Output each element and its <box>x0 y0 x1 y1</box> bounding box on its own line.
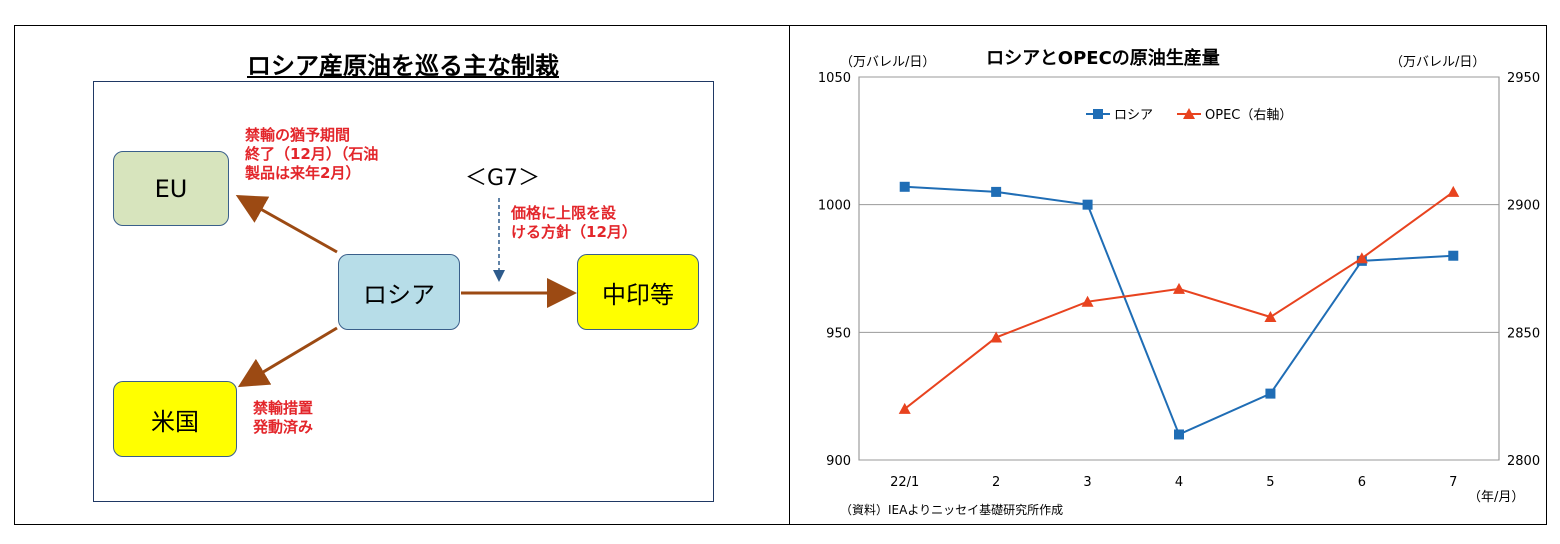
data-point <box>1082 199 1093 210</box>
data-point <box>898 402 911 414</box>
g7-label: ＜G7＞ <box>465 166 541 191</box>
x-tick-label: 4 <box>1175 475 1183 490</box>
x-tick-label: 5 <box>1266 475 1274 490</box>
eu-note: 禁輸の猶予期間 終了（12月）（石油 製品は来年2月） <box>245 126 379 182</box>
node-china-india: 中印等 <box>577 254 699 330</box>
y-right-tick-label: 2900 <box>1507 199 1540 214</box>
x-tick-label: 6 <box>1358 475 1366 490</box>
data-point <box>1265 388 1276 399</box>
y-right-tick-label: 2850 <box>1507 326 1540 341</box>
left-axis-unit: （万バレル/日） <box>840 55 935 70</box>
production-chart: ロシアとOPECの原油生産量 （万バレル/日） （万バレル/日） （年/月） （… <box>818 47 1540 517</box>
right-axis-unit: （万バレル/日） <box>1390 55 1485 70</box>
legend-label: OPEC（右軸） <box>1205 108 1292 123</box>
node-usa: 米国 <box>113 381 237 457</box>
arrow-to-eu <box>235 195 338 254</box>
data-point <box>899 181 910 192</box>
data-point <box>1447 185 1460 197</box>
y-left-tick-label: 1000 <box>818 199 851 214</box>
production-chart-panel: ロシアとOPECの原油生産量 （万バレル/日） （万バレル/日） （年/月） （… <box>789 25 1547 525</box>
data-point <box>1448 250 1459 261</box>
data-point <box>1174 429 1184 440</box>
usa-note: 禁輸措置 発動済み <box>253 399 314 436</box>
arrow-to-usa <box>237 326 338 388</box>
diagram-title: ロシア産原油を巡る主な制裁 <box>247 52 559 80</box>
legend-marker <box>1183 108 1195 119</box>
chart-title: ロシアとOPECの原油生産量 <box>986 47 1220 69</box>
legend-label: ロシア <box>1114 108 1153 123</box>
data-point <box>1264 311 1277 323</box>
data-point <box>990 331 1003 343</box>
y-right-tick-label: 2950 <box>1507 71 1540 86</box>
y-left-tick-label: 1050 <box>818 71 851 86</box>
data-point <box>1355 252 1368 264</box>
x-tick-label: 3 <box>1083 475 1091 490</box>
x-tick-label: 22/1 <box>890 475 919 490</box>
x-tick-label: 2 <box>992 475 1000 490</box>
legend: ロシア OPEC（右軸） <box>1086 108 1292 123</box>
data-point <box>1081 295 1094 307</box>
y-right-tick-label: 2800 <box>1507 454 1540 469</box>
diagram-arrows <box>235 195 577 388</box>
plot-area <box>858 76 1500 461</box>
x-tick-label: 7 <box>1449 475 1457 490</box>
g7-note: 価格に上限を設 ける方針（12月） <box>511 204 637 241</box>
legend-marker <box>1093 109 1103 119</box>
diagram-box <box>93 81 714 502</box>
y-left-tick-label: 900 <box>826 454 851 469</box>
y-left-tick-label: 950 <box>826 326 851 341</box>
data-point <box>1173 282 1185 294</box>
node-russia: ロシア <box>338 254 460 330</box>
series-line <box>904 185 1454 436</box>
series-line <box>904 191 1454 410</box>
sanctions-diagram-panel: ロシア産原油を巡る主な制裁 EU ロシア 中印等 米国 ＜G7＞ 禁輸の猶予期間… <box>14 25 790 525</box>
node-eu: EU <box>113 151 229 226</box>
data-point <box>991 186 1002 197</box>
source-note: （資料）IEAよりニッセイ基礎研究所作成 <box>840 502 1063 517</box>
x-axis-unit: （年/月） <box>1468 490 1524 505</box>
